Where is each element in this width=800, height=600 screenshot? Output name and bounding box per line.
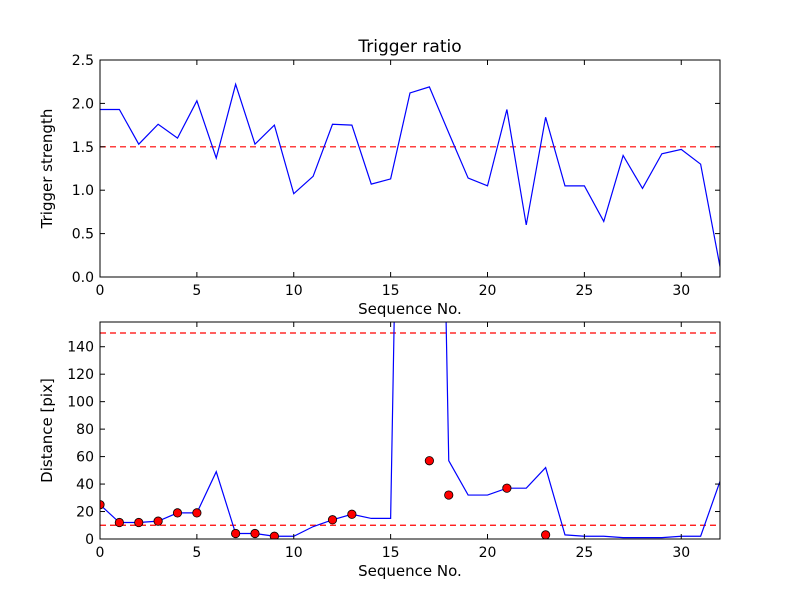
y-tick-label: 120 (67, 367, 94, 383)
x-tick-label: 25 (575, 545, 593, 561)
plot-area (100, 60, 720, 277)
plot-area (100, 322, 720, 539)
data-point-marker (444, 490, 454, 500)
x-tick-label: 5 (192, 545, 201, 561)
data-point-marker (424, 456, 434, 466)
y-tick-label: 1.5 (72, 140, 94, 156)
x-tick-label: 5 (192, 283, 201, 299)
y-tick-label: 2.5 (72, 53, 94, 69)
axes-frame (99, 321, 721, 540)
data-point-marker (172, 508, 183, 518)
series-line (100, 82, 720, 267)
x-tick-label: 0 (96, 545, 105, 561)
y-axis-label: Trigger strength (38, 109, 56, 230)
x-tick-label: 20 (479, 545, 497, 561)
data-point-marker (269, 531, 279, 539)
x-tick-label: 25 (575, 283, 593, 299)
distance-panel: 0 5 10 15 20 25 30 0 20 40 60 80 100 120 140 Sequence N… (38, 321, 721, 580)
y-tick-label: 100 (67, 395, 94, 411)
y-tick-label: 0.5 (72, 227, 94, 243)
data-point-marker (153, 516, 163, 526)
y-tick-label: 0 (85, 532, 94, 548)
y-tick-label: 80 (76, 422, 94, 438)
x-tick-label: 0 (96, 283, 105, 299)
data-point-marker (250, 528, 260, 539)
x-tick-label: 10 (285, 283, 303, 299)
y-tick-label: 0.0 (72, 270, 94, 286)
y-axis-label: Distance [pix] (38, 378, 56, 483)
chart-title: Trigger ratio (357, 37, 461, 57)
x-tick-label: 30 (672, 283, 690, 299)
y-tick-label: 40 (76, 477, 94, 493)
x-tick-label: 30 (672, 545, 690, 561)
x-axis-label: Sequence No. (358, 562, 462, 580)
data-point-marker (502, 483, 512, 493)
y-tick-label: 2.0 (72, 96, 94, 112)
y-tick-label: 20 (76, 505, 94, 521)
y-tick-label: 60 (76, 450, 94, 466)
x-tick-label: 15 (382, 283, 400, 299)
data-point-marker (114, 517, 124, 528)
data-point-marker (541, 530, 551, 539)
y-tick-label: 140 (67, 340, 94, 356)
trigger-ratio-panel: 0 5 10 15 20 25 30 0.0 0.5 1.0 1.5 2.0 2.5 Sequence N… (38, 37, 721, 318)
series-line (100, 322, 720, 539)
data-point-marker (134, 517, 144, 528)
x-tick-label: 20 (479, 283, 497, 299)
y-tick-label: 1.0 (72, 183, 94, 199)
data-point-marker (347, 509, 357, 519)
data-point-marker (192, 508, 202, 518)
data-point-marker (231, 528, 241, 539)
axes-frame (99, 59, 721, 278)
data-point-marker (327, 515, 338, 525)
x-axis-label: Sequence No. (358, 300, 462, 318)
x-tick-label: 15 (382, 545, 400, 561)
x-tick-label: 10 (285, 545, 303, 561)
